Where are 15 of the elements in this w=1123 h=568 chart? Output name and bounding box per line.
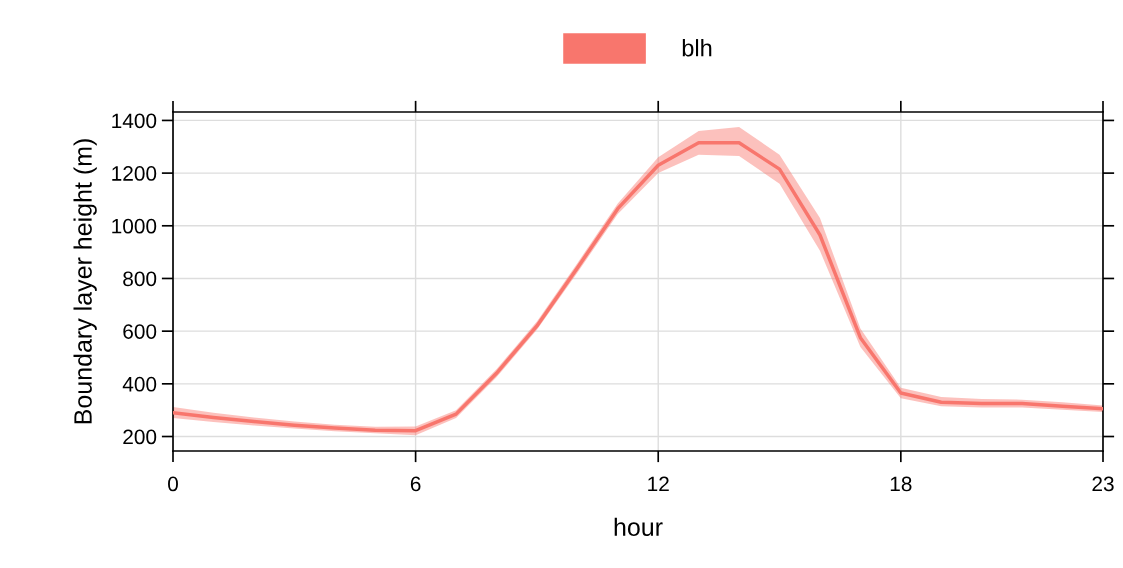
y-tick-label: 1400: [112, 113, 157, 129]
x-tick-label: 18: [890, 476, 912, 492]
y-tick-label: 200: [123, 429, 157, 445]
x-axis-title: hour: [614, 517, 663, 537]
x-tick-label: 6: [410, 476, 421, 492]
y-tick-label: 1000: [112, 218, 157, 234]
y-axis-title: Boundary layer height (m): [73, 139, 97, 424]
x-tick-label: 0: [168, 476, 178, 492]
x-tick-label: 12: [648, 476, 669, 492]
y-tick-label: 800: [123, 271, 157, 287]
x-tick-label: 23: [1092, 476, 1114, 492]
y-tick-label: 1200: [112, 166, 157, 181]
legend-label: blh: [682, 39, 712, 57]
y-tick-label: 400: [122, 376, 157, 392]
y-tick-label: 600: [123, 324, 157, 339]
